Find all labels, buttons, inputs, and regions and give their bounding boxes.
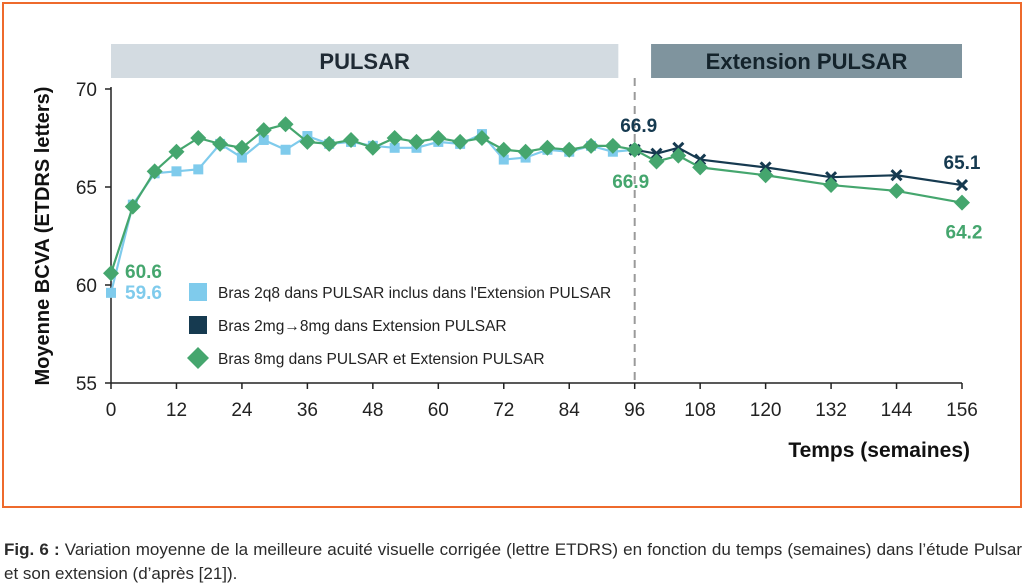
x-tick-label-144: 144	[881, 400, 913, 421]
series-2-point-9	[299, 133, 316, 150]
series-0-point-8	[280, 144, 291, 155]
series-2-point-0	[103, 265, 119, 282]
x-tick-label-60: 60	[428, 400, 449, 421]
legend-swatch-2	[187, 347, 209, 369]
series-2-point-14	[408, 133, 425, 150]
x-tick-label-120: 120	[750, 400, 782, 421]
series-0-point-18	[498, 154, 509, 165]
series-2-point-29	[823, 177, 840, 194]
series-2-point-22	[583, 137, 600, 154]
y-tick-label-60: 60	[76, 276, 97, 297]
series-2-point-3	[168, 143, 185, 160]
series-2-point-23	[604, 137, 621, 154]
y-tick-label-55: 55	[76, 374, 97, 395]
series-2-point-30	[888, 182, 905, 199]
figure-caption: Fig. 6 : Variation moyenne de la meilleu…	[4, 538, 1022, 586]
series-1-point-6	[890, 169, 903, 182]
y-axis-title: Moyenne BCVA (ETDRS letters)	[32, 87, 54, 386]
series-2-point-20	[539, 139, 556, 156]
series-2-point-1	[124, 198, 141, 215]
x-tick-label-108: 108	[684, 400, 716, 421]
series-line-1	[634, 146, 963, 187]
x-axis-title: Temps (semaines)	[788, 439, 970, 462]
x-tick-label-24: 24	[231, 400, 253, 421]
series-2-point-24	[626, 141, 643, 158]
series-0-point-0	[106, 287, 116, 298]
period-label-1: Extension PULSAR	[706, 49, 908, 74]
series-2-point-5	[212, 135, 229, 152]
series-2-point-6	[233, 139, 250, 156]
data-label-5: 64.2	[946, 223, 983, 244]
period-label-0: PULSAR	[319, 49, 410, 74]
legend-label-1: Bras 2mg→8mg dans Extension PULSAR	[218, 318, 507, 335]
x-tick-label-12: 12	[166, 400, 187, 421]
figure-frame	[2, 2, 1022, 508]
x-tick-label-84: 84	[559, 400, 581, 421]
data-label-4: 65.1	[944, 153, 981, 174]
legend-swatch-1	[189, 316, 207, 334]
caption-text: Variation moyenne de la meilleure acuité…	[4, 540, 1023, 583]
series-2-point-26	[670, 147, 687, 164]
series-2-point-8	[277, 116, 294, 133]
series-2-point-18	[495, 141, 512, 158]
series-0-point-6	[236, 152, 247, 163]
series-2-point-21	[561, 141, 578, 158]
x-tick-label-48: 48	[362, 400, 383, 421]
x-tick-label-36: 36	[297, 400, 318, 421]
series-2-point-25	[648, 153, 665, 170]
series-2-point-12	[364, 139, 381, 156]
series-2-point-16	[452, 133, 469, 150]
series-0-point-3	[171, 166, 182, 177]
series-line-0	[109, 132, 635, 294]
legend-swatch-0	[189, 283, 207, 301]
x-tick-label-72: 72	[493, 400, 514, 421]
series-2-point-19	[517, 143, 534, 160]
series-1-point-7	[955, 178, 969, 192]
series-2-point-10	[321, 135, 338, 152]
data-label-2: 66.9	[620, 116, 657, 137]
data-label-1: 59.6	[125, 283, 162, 304]
legend-label-0: Bras 2q8 dans PULSAR inclus dans l'Exten…	[218, 285, 611, 302]
series-2-point-11	[343, 131, 360, 148]
y-tick-label-70: 70	[76, 80, 97, 101]
x-tick-label-132: 132	[815, 400, 847, 421]
x-tick-label-96: 96	[624, 400, 645, 421]
series-2-point-31	[954, 194, 970, 211]
bcva-line-chart: PULSAR Extension PULSAR 55 60 65 70 0 12 24 36 48 6…	[32, 44, 983, 462]
series-0-point-7	[258, 134, 269, 145]
x-tick-label-0: 0	[106, 400, 117, 421]
series-2-point-17	[473, 130, 490, 146]
series-2-point-13	[386, 130, 403, 146]
series-2-point-4	[190, 130, 207, 146]
period-band-0	[111, 44, 619, 78]
series-2-point-28	[757, 167, 774, 184]
data-label-3: 66.9	[612, 172, 649, 193]
series-2-point-2	[146, 163, 163, 180]
caption-label: Fig. 6 :	[4, 540, 60, 559]
x-tick-label-156: 156	[946, 400, 978, 421]
legend-label-2: Bras 8mg dans PULSAR et Extension PULSAR	[218, 351, 545, 368]
series-0-point-4	[193, 164, 204, 175]
series-0-point-13	[389, 142, 400, 153]
series-2-point-27	[692, 159, 709, 176]
period-band-1	[651, 44, 962, 78]
data-label-0: 60.6	[125, 262, 162, 283]
series-2-point-15	[430, 130, 447, 146]
series-2-point-7	[255, 122, 272, 139]
y-tick-label-65: 65	[76, 178, 97, 199]
